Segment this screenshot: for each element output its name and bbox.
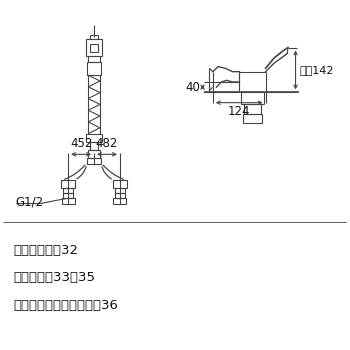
Text: 最高142: 最高142 — [299, 65, 334, 75]
Bar — [88, 56, 100, 62]
Bar — [241, 92, 264, 104]
Bar — [87, 159, 101, 164]
Bar — [63, 193, 74, 198]
Text: 取付足の径：32: 取付足の径：32 — [13, 244, 78, 257]
Bar — [86, 134, 102, 142]
Bar — [243, 114, 262, 123]
Bar — [90, 44, 98, 52]
Bar — [61, 180, 76, 188]
Text: 取付穴径：33～35: 取付穴径：33～35 — [13, 272, 95, 285]
Bar — [244, 104, 261, 114]
Bar — [90, 142, 98, 150]
Bar — [87, 62, 101, 75]
Bar — [86, 39, 102, 56]
Bar — [62, 198, 75, 204]
Bar — [115, 193, 125, 198]
Text: 124: 124 — [228, 105, 251, 118]
Bar — [88, 150, 100, 159]
Text: G1/2: G1/2 — [16, 196, 44, 209]
Bar — [63, 188, 74, 193]
Text: 452: 452 — [70, 137, 92, 150]
Text: 取付ロックナット対辺：36: 取付ロックナット対辺：36 — [13, 299, 118, 312]
Bar — [90, 35, 98, 39]
Text: 482: 482 — [96, 137, 118, 150]
Bar — [113, 198, 126, 204]
Bar — [113, 180, 127, 188]
Bar — [115, 188, 125, 193]
Text: 40: 40 — [185, 80, 200, 94]
